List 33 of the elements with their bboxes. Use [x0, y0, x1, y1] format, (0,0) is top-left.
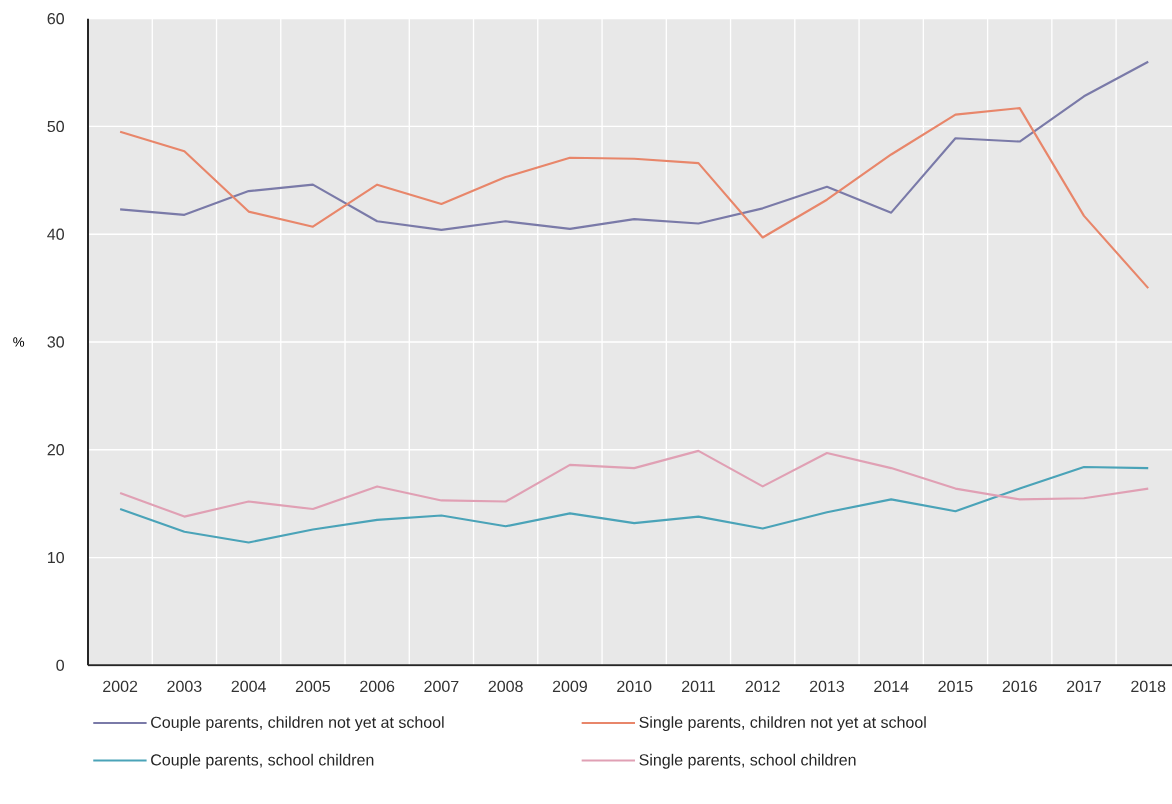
y-tick-label: 20	[47, 444, 64, 456]
x-tick-label: 2010	[617, 680, 652, 693]
x-tick-label: 2013	[809, 680, 845, 693]
x-tick-label: 2014	[874, 680, 909, 693]
y-tick-label: 60	[47, 13, 64, 25]
y-tick-label: 40	[47, 228, 64, 240]
y-tick-label: 50	[47, 120, 64, 133]
x-tick-label: 2017	[1066, 680, 1101, 693]
x-tick-label: 2002	[103, 680, 138, 693]
legend-label: Single parents, school children	[639, 753, 856, 769]
x-tick-label: 2005	[295, 680, 331, 693]
x-tick-label: 2012	[745, 680, 780, 693]
line-series	[119, 60, 1150, 231]
x-tick-label: 2006	[360, 680, 395, 693]
x-tick-label: 2004	[231, 680, 266, 693]
line-series	[119, 107, 1150, 290]
legend-label: Single parents, children not yet at school	[639, 716, 926, 732]
y-tick-label: 0	[56, 659, 64, 671]
x-tick-label: 2003	[167, 680, 202, 693]
legend-label: Couple parents, school children	[151, 753, 374, 769]
line-series	[119, 465, 1150, 544]
x-tick-label: 2007	[424, 680, 459, 693]
x-tick-label: 2016	[1002, 680, 1037, 693]
x-tick-label: 2009	[552, 680, 587, 693]
x-tick-label: 2018	[1131, 680, 1166, 693]
legend-label: Couple parents, children not yet at school	[151, 716, 444, 732]
y-tick-label: 30	[47, 336, 64, 348]
x-tick-label: 2015	[938, 680, 973, 693]
y-tick-label: 10	[48, 551, 64, 564]
y-axis-title: %	[13, 337, 25, 347]
line-series	[119, 449, 1150, 518]
x-tick-label: 2008	[488, 680, 523, 693]
x-tick-label: 2011	[682, 680, 715, 693]
